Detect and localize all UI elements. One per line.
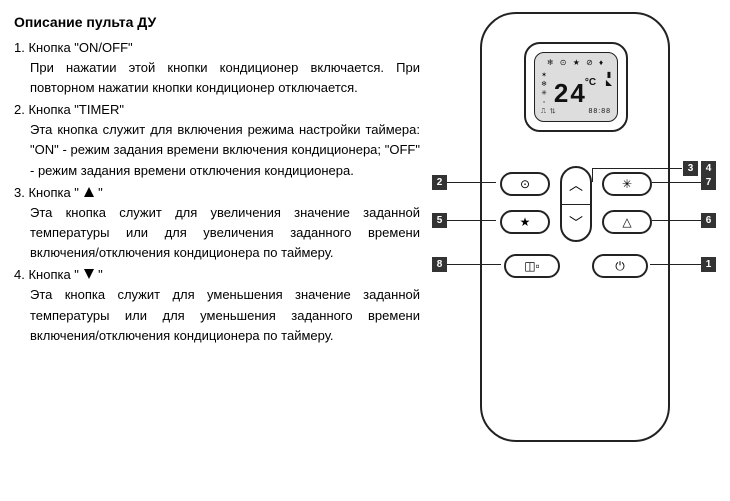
callout-line (650, 264, 702, 265)
callout-line (446, 264, 501, 265)
page: Описание пульта ДУ 1. Кнопка "ON/OFF" Пр… (0, 0, 730, 356)
callout-2: 2 (432, 175, 447, 190)
item-4-head: 4. Кнопка " " (14, 265, 420, 285)
chevron-down-icon: ﹀ (562, 216, 590, 230)
lcd-temp-unit: °C (585, 77, 596, 88)
callout-4: 4 (701, 161, 716, 176)
item-1-head: 1. Кнопка "ON/OFF" (14, 38, 420, 58)
callout-line (446, 220, 496, 221)
updown-rocker[interactable]: ︿ ﹀ (560, 166, 592, 242)
item-3-head: 3. Кнопка " " (14, 183, 420, 203)
mode-button[interactable]: ◫▫ (504, 254, 560, 278)
chevron-up-icon: ︿ (562, 178, 590, 192)
lcd-bottom-right: 88:88 (588, 107, 611, 118)
lcd-signal-icon: ▮ ◣ (605, 71, 613, 87)
lcd-bottom-left: ⎍ ⇅ (541, 107, 556, 118)
lcd-temp-value: 24 (554, 78, 587, 108)
item-2-head: 2. Кнопка "TIMER" (14, 100, 420, 120)
callout-5: 5 (432, 213, 447, 228)
item-4-body: Эта кнопка служит для уменьшения значени… (14, 285, 420, 345)
fan-button[interactable]: ✳ (602, 172, 652, 196)
item-num: 1. (14, 40, 25, 55)
item-num: 2. (14, 102, 25, 117)
turbo-button[interactable]: ★ (500, 210, 550, 234)
section-title: Описание пульта ДУ (14, 12, 420, 34)
callout-6: 6 (701, 213, 716, 228)
item-num: 4. (14, 267, 25, 282)
remote-body: ❄ ⊙ ★ ⊘ ♦ ✶ ❄ ✳ ◦ 24°C ▮ ◣ ⎍ ⇅ 88:88 ︿ ﹀ (480, 12, 670, 442)
callout-line (446, 182, 496, 183)
down-triangle-icon (83, 268, 95, 280)
lcd-screen: ❄ ⊙ ★ ⊘ ♦ ✶ ❄ ✳ ◦ 24°C ▮ ◣ ⎍ ⇅ 88:88 (534, 52, 618, 122)
item-2-body: Эта кнопка служит для включения режима н… (14, 120, 420, 180)
item-label-pre: Кнопка " (28, 267, 82, 282)
item-label-post: " (95, 267, 103, 282)
remote-diagram: ❄ ⊙ ★ ⊘ ♦ ✶ ❄ ✳ ◦ 24°C ▮ ◣ ⎍ ⇅ 88:88 ︿ ﹀ (432, 12, 716, 346)
callout-3: 3 (683, 161, 698, 176)
callout-8: 8 (432, 257, 447, 272)
callout-line (592, 168, 682, 169)
callout-line (592, 168, 593, 182)
lcd-frame: ❄ ⊙ ★ ⊘ ♦ ✶ ❄ ✳ ◦ 24°C ▮ ◣ ⎍ ⇅ 88:88 (524, 42, 628, 132)
item-label-post: " (95, 185, 103, 200)
callout-7: 7 (701, 175, 716, 190)
timer-button[interactable]: ⊙ (500, 172, 550, 196)
item-label-pre: Кнопка " (28, 185, 82, 200)
up-triangle-icon (83, 186, 95, 198)
power-button[interactable]: ⏻ (592, 254, 648, 278)
item-1-body: При нажатии этой кнопки кондиционер вклю… (14, 58, 420, 98)
callout-line (652, 182, 702, 183)
item-num: 3. (14, 185, 25, 200)
description-text: Описание пульта ДУ 1. Кнопка "ON/OFF" Пр… (14, 12, 432, 346)
item-label: Кнопка "ON/OFF" (28, 40, 132, 55)
lcd-top-icons: ❄ ⊙ ★ ⊘ ♦ (541, 57, 611, 69)
callout-line (652, 220, 702, 221)
callout-1: 1 (701, 257, 716, 272)
item-label: Кнопка "TIMER" (28, 102, 124, 117)
swing-button[interactable]: △ (602, 210, 652, 234)
lcd-bottom-row: ⎍ ⇅ 88:88 (541, 107, 611, 118)
item-3-body: Эта кнопка служит для увеличения значени… (14, 203, 420, 263)
